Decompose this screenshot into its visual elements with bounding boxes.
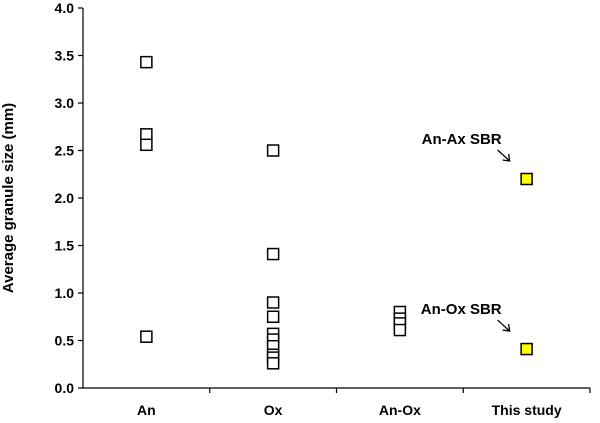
- y-axis-ticks: 0.0 0.5 1.0 1.5 2.0 2.5 3.0 3.5 4.0: [55, 0, 83, 396]
- data-point: [266, 144, 280, 157]
- y-tick-label: 3.0: [55, 95, 75, 111]
- y-tick-label: 1.0: [55, 285, 75, 301]
- data-points: [140, 55, 533, 370]
- x-category-label: An-Ox: [379, 402, 421, 418]
- y-axis-label: Average granule size (mm): [0, 103, 17, 293]
- annotation-arrowhead: [502, 323, 511, 332]
- y-tick-label: 1.5: [55, 238, 75, 254]
- data-point: [520, 342, 533, 356]
- y-tick-label: 0.5: [55, 333, 75, 349]
- x-category-label: This study: [492, 402, 562, 418]
- data-point: [140, 138, 153, 152]
- y-tick-label: 2.0: [55, 190, 75, 206]
- data-point: [140, 55, 153, 69]
- data-point: [266, 296, 280, 309]
- data-point: [140, 128, 153, 141]
- data-point: [266, 357, 280, 370]
- annotations: An-Ax SBR An-Ox SBR: [421, 131, 511, 332]
- data-point: [520, 172, 533, 186]
- y-tick-label: 0.0: [55, 380, 75, 396]
- data-point: [266, 310, 280, 323]
- annotation-label: An-Ax SBR: [422, 131, 502, 148]
- y-tick-label: 3.5: [55, 48, 75, 64]
- data-point: [393, 323, 407, 337]
- x-category-label: An: [137, 402, 156, 418]
- annotation-arrow: [497, 149, 511, 162]
- data-point: [140, 330, 153, 343]
- y-tick-label: 4.0: [55, 0, 75, 16]
- data-point: [266, 247, 280, 261]
- annotation-label: An-Ox SBR: [421, 301, 502, 318]
- annotation-arrowhead: [502, 153, 511, 162]
- y-tick-label: 2.5: [55, 143, 75, 159]
- x-category-label: Ox: [264, 402, 283, 418]
- annotation-arrow: [497, 319, 511, 332]
- x-axis-ticks: An Ox An-Ox This study: [137, 388, 591, 418]
